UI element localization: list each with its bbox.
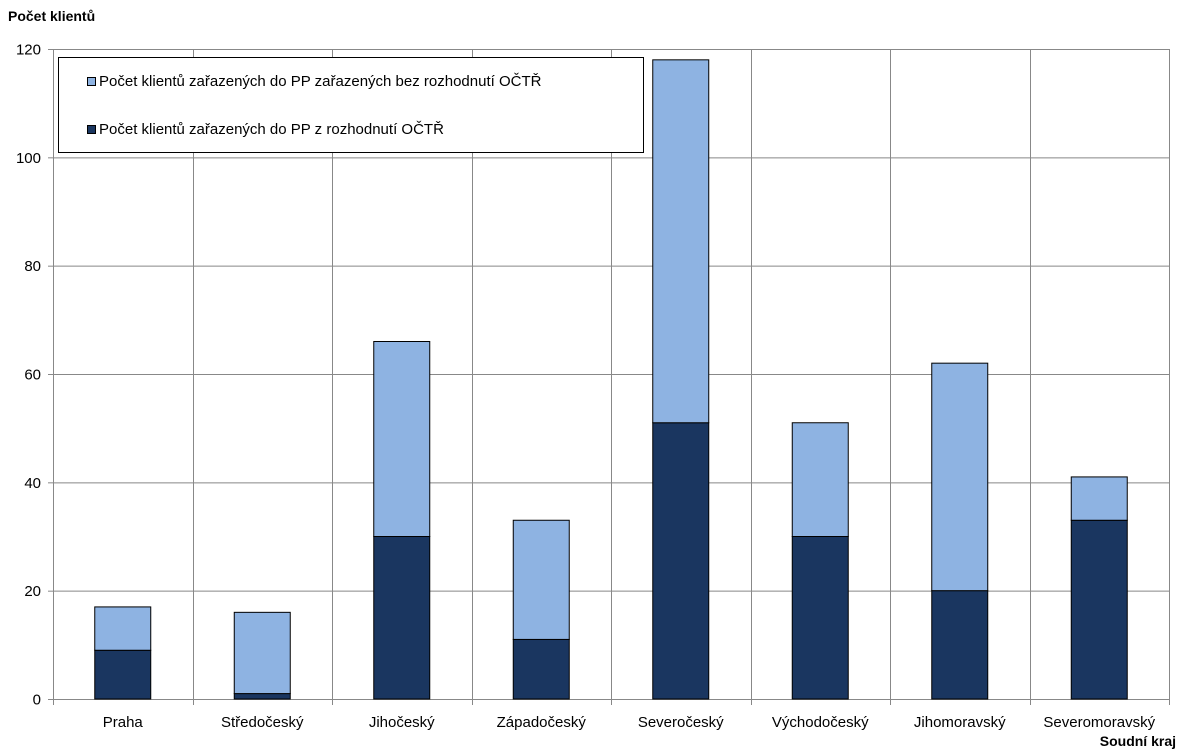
legend-label-dark: Počet klientů zařazených do PP z rozhodn… bbox=[99, 121, 444, 138]
bar-segment-with-decision bbox=[94, 649, 152, 700]
y-tick-label: 0 bbox=[33, 692, 41, 709]
bar-segment-without-decision bbox=[233, 611, 291, 695]
bar-segment-with-decision bbox=[373, 536, 431, 700]
x-tick-label: Jihočeský bbox=[369, 714, 435, 731]
legend-swatch-light bbox=[87, 77, 96, 86]
y-tick-label: 40 bbox=[24, 475, 41, 492]
legend: Počet klientů zařazených do PP zařazenýc… bbox=[58, 57, 644, 153]
x-tick-label: Jihomoravský bbox=[914, 714, 1006, 731]
y-tick-label: 80 bbox=[24, 258, 41, 275]
x-axis-title: Soudní kraj bbox=[1099, 733, 1176, 749]
bar-segment-without-decision bbox=[791, 422, 849, 537]
bar-segment-without-decision bbox=[652, 59, 710, 424]
y-tick-label: 100 bbox=[16, 150, 41, 167]
bar-segment-without-decision bbox=[1070, 476, 1128, 521]
y-tick-label: 60 bbox=[24, 367, 41, 384]
y-tick-label: 20 bbox=[24, 583, 41, 600]
legend-swatch-dark bbox=[87, 125, 96, 134]
x-tick-label: Západočeský bbox=[497, 714, 587, 731]
legend-item-dark: Počet klientů zařazených do PP z rozhodn… bbox=[87, 121, 444, 138]
bar-segment-with-decision bbox=[512, 638, 570, 700]
y-tick-label: 120 bbox=[16, 42, 41, 59]
bar-segment-without-decision bbox=[94, 606, 152, 651]
bar-segment-with-decision bbox=[1070, 519, 1128, 700]
legend-label-light: Počet klientů zařazených do PP zařazenýc… bbox=[99, 73, 542, 90]
x-tick-label: Severočeský bbox=[638, 714, 724, 731]
x-tick-label: Severomoravský bbox=[1043, 714, 1155, 731]
y-axis-title: Počet klientů bbox=[8, 8, 96, 24]
bar-segment-without-decision bbox=[373, 341, 431, 537]
bar-segment-without-decision bbox=[931, 362, 989, 592]
x-tick-label: Středočeský bbox=[221, 714, 304, 731]
bar-segment-without-decision bbox=[512, 519, 570, 640]
x-tick-label: Praha bbox=[103, 714, 144, 731]
bar-segment-with-decision bbox=[791, 536, 849, 700]
bar-segment-with-decision bbox=[652, 422, 710, 700]
bar-segment-with-decision bbox=[233, 693, 291, 700]
x-tick-label: Východočeský bbox=[772, 714, 869, 731]
bar-segment-with-decision bbox=[931, 590, 989, 700]
legend-item-light: Počet klientů zařazených do PP zařazenýc… bbox=[87, 73, 541, 90]
